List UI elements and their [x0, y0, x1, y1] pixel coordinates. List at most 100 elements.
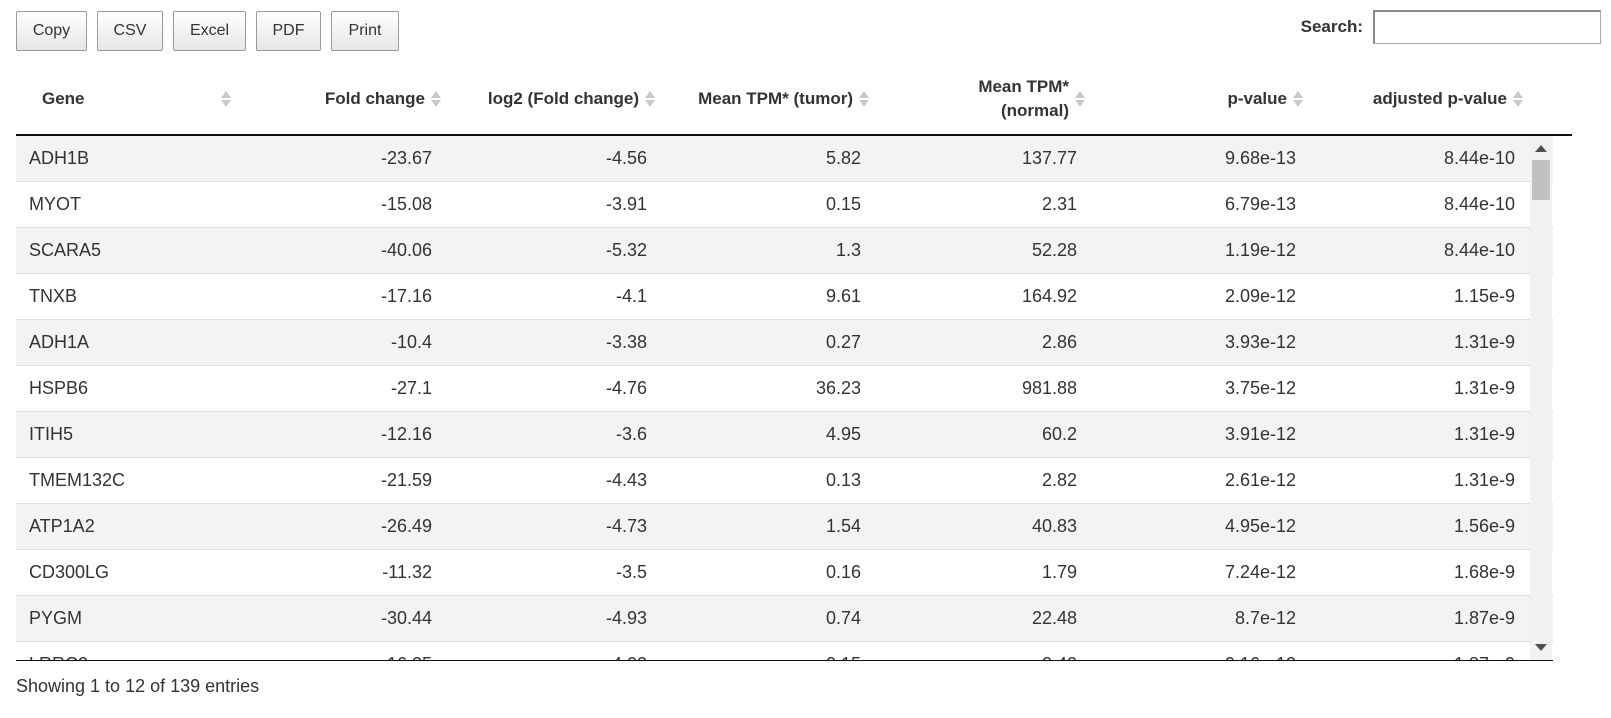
- print-button[interactable]: Print: [331, 11, 399, 51]
- cell-fold-change: -30.44: [380, 608, 432, 628]
- cell-fold-change: -27.1: [390, 378, 432, 398]
- cell-mean-tpm-tumor: 0.16: [825, 562, 861, 582]
- column-label-p-value: p-value: [1227, 89, 1287, 108]
- cell-mean-tpm-normal: 1.79: [1041, 562, 1077, 582]
- cell-log2-fold-change: -3.6: [615, 424, 647, 444]
- column-label-log2-fold-change: log2 (Fold change): [487, 89, 639, 108]
- cell-adjusted-p-value: 1.15e-9: [1453, 286, 1515, 306]
- cell-mean-tpm-tumor: 36.23: [815, 378, 861, 398]
- cell-fold-change: -16.25: [381, 642, 432, 660]
- cell-fold-change: -40.06: [380, 240, 432, 260]
- cell-log2-fold-change: -3.5: [615, 562, 647, 582]
- cell-fold-change: -11.32: [382, 562, 432, 582]
- cell-gene: CD300LG: [29, 562, 110, 582]
- cell-mean-tpm-normal: 2.82: [1041, 470, 1077, 490]
- cell-mean-tpm-tumor: 1.3: [835, 240, 861, 260]
- column-header-p-value[interactable]: p-value: [1085, 64, 1303, 134]
- cell-mean-tpm-normal: 22.48: [1031, 608, 1077, 628]
- cell-adjusted-p-value: 1.56e-9: [1453, 516, 1515, 536]
- search-box: Search:: [1301, 10, 1601, 44]
- table-row: TNXB -17.16 -4.1 9.61 164.92 2.09e-12 1.15e-9: [16, 274, 1553, 320]
- cell-adjusted-p-value: 8.44e-10: [1443, 240, 1515, 260]
- export-toolbar: Copy CSV Excel PDF Print: [16, 11, 409, 51]
- sort-icon: [859, 91, 869, 107]
- cell-fold-change: -17.16: [380, 286, 432, 306]
- sort-icon: [431, 91, 441, 107]
- column-header-mean-tpm-normal[interactable]: Mean TPM* (normal): [869, 64, 1085, 134]
- cell-p-value: 9.16e-12: [1225, 642, 1296, 660]
- cell-p-value: 4.95e-12: [1224, 516, 1296, 536]
- copy-button[interactable]: Copy: [16, 11, 87, 51]
- cell-gene: ADH1B: [29, 148, 90, 168]
- column-header-fold-change[interactable]: Fold change: [231, 64, 441, 134]
- cell-mean-tpm-normal: 137.77: [1021, 148, 1077, 168]
- cell-p-value: 2.09e-12: [1224, 286, 1296, 306]
- table-row: ATP1A2 -26.49 -4.73 1.54 40.83 4.95e-12 1.56e-…: [16, 504, 1553, 550]
- cell-fold-change: -15.08: [380, 194, 432, 214]
- cell-mean-tpm-tumor: 0.13: [825, 470, 861, 490]
- scroll-up-arrow-icon[interactable]: [1535, 145, 1547, 152]
- column-header-log2-fold-change[interactable]: log2 (Fold change): [441, 64, 655, 134]
- cell-mean-tpm-tumor: 9.61: [825, 286, 861, 306]
- sort-icon: [1293, 91, 1303, 107]
- sort-icon: [1513, 91, 1523, 107]
- cell-mean-tpm-tumor: 5.82: [825, 148, 861, 168]
- table-row: PYGM -30.44 -4.93 0.74 22.48 8.7e-12 1.87e-9: [16, 596, 1553, 642]
- search-input[interactable]: [1373, 10, 1601, 44]
- cell-fold-change: -23.67: [380, 148, 432, 168]
- cell-p-value: 7.24e-12: [1224, 562, 1296, 582]
- cell-gene: MYOT: [29, 194, 81, 214]
- cell-p-value: 3.91e-12: [1224, 424, 1296, 444]
- cell-mean-tpm-tumor: 4.95: [825, 424, 861, 444]
- cell-p-value: 1.19e-12: [1224, 240, 1296, 260]
- column-header-adjusted-p-value[interactable]: adjusted p-value: [1303, 64, 1523, 134]
- vertical-scrollbar[interactable]: [1530, 136, 1552, 660]
- cell-log2-fold-change: -4.56: [605, 148, 647, 168]
- table-row: CD300LG -11.32 -3.5 0.16 1.79 7.24e-12 1.68e-9: [16, 550, 1553, 596]
- column-label-mean-tpm-normal: Mean TPM* (normal): [978, 75, 1069, 123]
- cell-mean-tpm-normal: 981.88: [1021, 378, 1077, 398]
- cell-adjusted-p-value: 1.87e-9: [1454, 642, 1515, 660]
- cell-fold-change: -10.4: [390, 332, 432, 352]
- cell-adjusted-p-value: 1.31e-9: [1453, 378, 1515, 398]
- cell-log2-fold-change: -5.32: [605, 240, 647, 260]
- table-row: TMEM132C -21.59 -4.43 0.13 2.82 2.61e-12 1.31e…: [16, 458, 1553, 504]
- cell-mean-tpm-tumor: 0.15: [826, 642, 861, 660]
- cell-fold-change: -21.59: [380, 470, 432, 490]
- cell-p-value: 9.68e-13: [1224, 148, 1296, 168]
- scrollbar-thumb[interactable]: [1532, 160, 1550, 200]
- cell-fold-change: -12.16: [380, 424, 432, 444]
- column-label-mean-tpm-tumor: Mean TPM* (tumor): [698, 89, 853, 108]
- cell-p-value: 3.93e-12: [1224, 332, 1296, 352]
- cell-mean-tpm-normal: 40.83: [1031, 516, 1077, 536]
- cell-gene: TMEM132C: [29, 470, 126, 490]
- cell-mean-tpm-tumor: 0.27: [825, 332, 861, 352]
- column-header-mean-tpm-tumor[interactable]: Mean TPM* (tumor): [655, 64, 869, 134]
- cell-mean-tpm-normal: 52.28: [1031, 240, 1077, 260]
- cell-mean-tpm-tumor: 1.54: [825, 516, 861, 536]
- scroll-down-arrow-icon[interactable]: [1535, 644, 1547, 651]
- cell-gene: LRRC2: [29, 642, 88, 660]
- cell-p-value: 6.79e-13: [1224, 194, 1296, 214]
- pdf-button[interactable]: PDF: [256, 11, 321, 51]
- cell-log2-fold-change: -4.02: [606, 642, 647, 660]
- cell-adjusted-p-value: 1.31e-9: [1453, 332, 1515, 352]
- cell-gene: PYGM: [29, 608, 83, 628]
- cell-log2-fold-change: -4.93: [605, 608, 647, 628]
- cell-adjusted-p-value: 1.68e-9: [1453, 562, 1515, 582]
- excel-button[interactable]: Excel: [173, 11, 246, 51]
- table-row: ITIH5 -12.16 -3.6 4.95 60.2 3.91e-12 1.31e-9: [16, 412, 1553, 458]
- cell-adjusted-p-value: 8.44e-10: [1443, 194, 1515, 214]
- table-body: ADH1B -23.67 -4.56 5.82 137.77 9.68e-13 8.44e-…: [16, 136, 1553, 661]
- cell-adjusted-p-value: 1.87e-9: [1453, 608, 1515, 628]
- column-label-line: Mean TPM*: [978, 77, 1069, 96]
- csv-button[interactable]: CSV: [97, 11, 163, 51]
- sort-icon: [645, 91, 655, 107]
- cell-mean-tpm-normal: 164.92: [1021, 286, 1077, 306]
- column-header-gene[interactable]: Gene: [16, 64, 231, 134]
- cell-gene: TNXB: [29, 286, 78, 306]
- table-row: SCARA5 -40.06 -5.32 1.3 52.28 1.19e-12 8.44e-1…: [16, 228, 1553, 274]
- cell-mean-tpm-tumor: 0.15: [825, 194, 861, 214]
- cell-adjusted-p-value: 1.31e-9: [1453, 424, 1515, 444]
- cell-log2-fold-change: -4.76: [605, 378, 647, 398]
